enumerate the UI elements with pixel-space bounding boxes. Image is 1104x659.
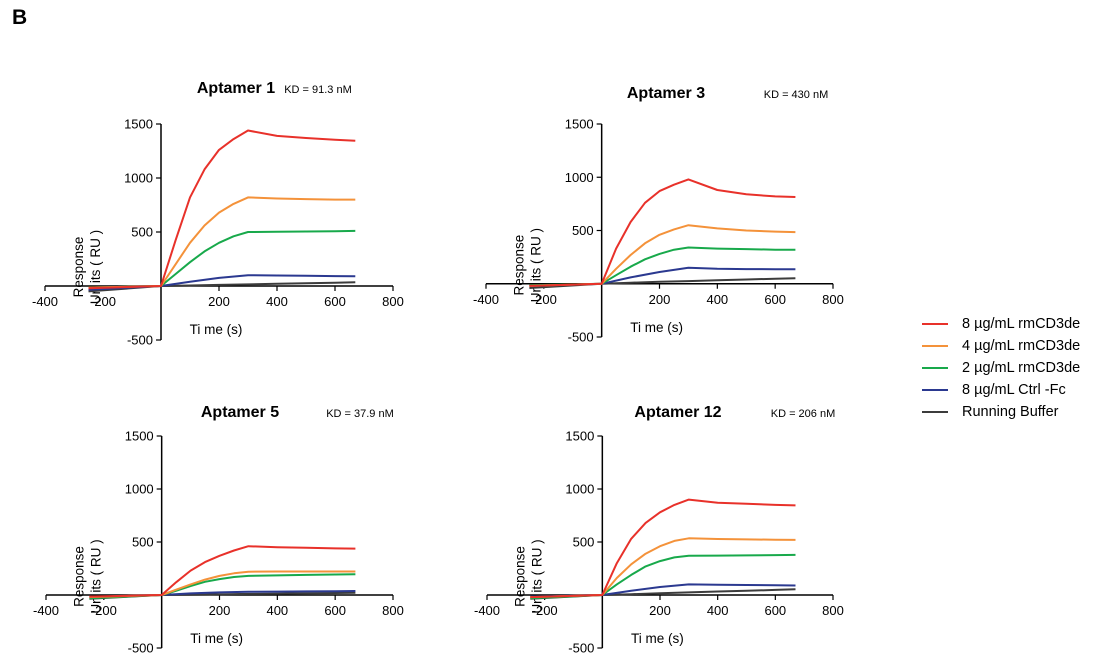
x-axis-label: Ti me (s)	[630, 320, 683, 335]
legend-swatch	[922, 389, 948, 391]
x-tick-label: 200	[209, 603, 231, 618]
x-tick-label: 400	[706, 292, 728, 307]
y-axis-label: Response	[71, 237, 86, 298]
legend: 8 µg/mL rmCD3de 4 µg/mL rmCD3de 2 µg/mL …	[922, 313, 1080, 423]
x-tick-label: 800	[822, 292, 844, 307]
y-tick-label: 500	[573, 535, 595, 550]
legend-swatch	[922, 367, 948, 369]
x-tick-label: -400	[32, 294, 58, 309]
legend-label: Running Buffer	[962, 404, 1059, 420]
series-line	[530, 553, 796, 600]
x-tick-label: -400	[474, 603, 500, 618]
x-tick-label: 400	[266, 603, 288, 618]
x-tick-label: 800	[822, 603, 844, 618]
x-tick-label: 800	[382, 603, 404, 618]
series-line	[529, 246, 796, 287]
series-line	[88, 229, 356, 289]
series-line	[529, 224, 796, 287]
y-tick-label: -500	[128, 641, 154, 656]
y-axis-label: Response	[72, 546, 87, 607]
y-tick-label: -500	[568, 330, 594, 345]
x-tick-label: -400	[33, 603, 59, 618]
x-tick-label: 600	[764, 603, 786, 618]
figure-panel-letter: B	[12, 6, 28, 29]
y-axis-label: Response	[512, 546, 527, 607]
series-line	[530, 588, 796, 600]
x-tick-label: -200	[90, 294, 116, 309]
y-tick-label: 1000	[565, 482, 594, 497]
chart-title: Aptamer 5	[201, 404, 279, 421]
x-axis-label: Ti me (s)	[631, 631, 684, 646]
legend-swatch	[922, 323, 948, 325]
kd-annotation: KD = 206 nM	[771, 408, 836, 420]
x-tick-label: -200	[531, 292, 557, 307]
series-line	[529, 266, 796, 287]
series-line	[529, 178, 796, 287]
y-axis-label: Response	[512, 235, 527, 296]
legend-item: Running Buffer	[922, 401, 1080, 423]
legend-label: 8 µg/mL Ctrl -Fc	[962, 382, 1066, 398]
legend-item: 4 µg/mL rmCD3de	[922, 335, 1080, 357]
legend-item: 8 µg/mL Ctrl -Fc	[922, 379, 1080, 401]
chart-title: Aptamer 3	[627, 85, 705, 102]
y-axis-label: Un its ( RU )	[529, 539, 544, 613]
y-axis-label: Un its ( RU )	[529, 228, 544, 302]
x-tick-label: 200	[649, 292, 671, 307]
series-line	[88, 129, 356, 290]
y-tick-label: 1000	[565, 170, 594, 185]
y-axis-label: Un its ( RU )	[88, 230, 103, 304]
kd-annotation: KD = 91.3 nM	[284, 84, 352, 96]
y-tick-label: 1000	[125, 482, 154, 497]
x-axis-label: Ti me (s)	[190, 322, 243, 337]
series-line	[89, 570, 356, 599]
x-tick-label: 600	[764, 292, 786, 307]
legend-swatch	[922, 345, 948, 347]
x-tick-label: 400	[266, 294, 288, 309]
legend-item: 8 µg/mL rmCD3de	[922, 313, 1080, 335]
series-line	[88, 281, 356, 293]
legend-label: 8 µg/mL rmCD3de	[962, 316, 1081, 332]
x-axis-label: Ti me (s)	[190, 631, 243, 646]
kd-annotation: KD = 430 nM	[764, 89, 829, 101]
y-tick-label: 1500	[565, 429, 594, 444]
x-tick-label: 200	[208, 294, 230, 309]
legend-label: 4 µg/mL rmCD3de	[962, 338, 1081, 354]
series-line	[530, 498, 796, 599]
chart-title: Aptamer 12	[634, 404, 721, 421]
x-tick-label: 400	[707, 603, 729, 618]
y-tick-label: -500	[568, 641, 594, 656]
x-tick-label: 600	[324, 294, 346, 309]
y-tick-label: 1000	[124, 171, 153, 186]
x-tick-label: 800	[382, 294, 404, 309]
x-tick-label: -200	[91, 603, 117, 618]
x-tick-label: -400	[473, 292, 499, 307]
y-axis-label: Un its ( RU )	[89, 539, 104, 613]
y-tick-label: 1500	[565, 117, 594, 132]
legend-swatch	[922, 411, 948, 413]
kd-annotation: KD = 37.9 nM	[326, 408, 394, 420]
series-line	[89, 545, 356, 598]
y-tick-label: 1500	[124, 117, 153, 132]
y-tick-label: 500	[132, 535, 154, 550]
series-line	[89, 590, 356, 599]
chart-title: Aptamer 1	[197, 80, 275, 97]
y-tick-label: -500	[127, 333, 153, 348]
legend-item: 2 µg/mL rmCD3de	[922, 357, 1080, 379]
legend-label: 2 µg/mL rmCD3de	[962, 360, 1081, 376]
series-line	[88, 196, 356, 289]
series-line	[530, 583, 796, 598]
y-tick-label: 500	[131, 225, 153, 240]
x-tick-label: 600	[324, 603, 346, 618]
y-tick-label: 500	[572, 223, 594, 238]
series-line	[529, 277, 796, 289]
y-tick-label: 1500	[125, 429, 154, 444]
x-tick-label: -200	[532, 603, 558, 618]
series-line	[530, 537, 796, 599]
x-tick-label: 200	[649, 603, 671, 618]
series-line	[88, 274, 356, 291]
